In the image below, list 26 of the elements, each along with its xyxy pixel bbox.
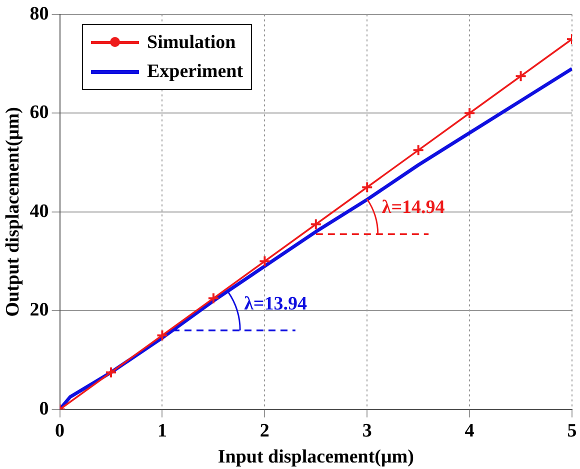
y-tick-label: 40 bbox=[30, 200, 49, 222]
point bbox=[361, 181, 374, 194]
y-axis-title: Output displacement(μm) bbox=[2, 107, 24, 317]
point bbox=[412, 144, 424, 156]
x-tick-label: 0 bbox=[55, 420, 65, 442]
x-tick-label: 5 bbox=[567, 420, 577, 442]
point bbox=[514, 70, 527, 82]
y-tick-label: 80 bbox=[30, 3, 49, 24]
annotation: λ=14.94 bbox=[382, 197, 446, 218]
x-tick-label: 3 bbox=[362, 420, 372, 442]
point bbox=[258, 255, 271, 268]
annotation: λ=13.94 bbox=[244, 293, 308, 314]
point bbox=[464, 107, 476, 120]
legend-label: Experiment bbox=[147, 60, 244, 82]
x-tick-label: 4 bbox=[464, 420, 475, 442]
x-axis-title: Input displacement(μm) bbox=[218, 446, 414, 468]
y-tick-label: 0 bbox=[39, 398, 49, 420]
point bbox=[156, 329, 168, 342]
point bbox=[310, 218, 322, 230]
x-tick-label: 2 bbox=[260, 420, 270, 442]
point bbox=[207, 292, 220, 304]
x-tick-label: 1 bbox=[157, 420, 167, 442]
y-tick-label: 60 bbox=[30, 102, 49, 124]
point bbox=[105, 366, 118, 378]
legend-label: Simulation bbox=[147, 32, 236, 54]
y-tick-label: 20 bbox=[30, 300, 49, 321]
